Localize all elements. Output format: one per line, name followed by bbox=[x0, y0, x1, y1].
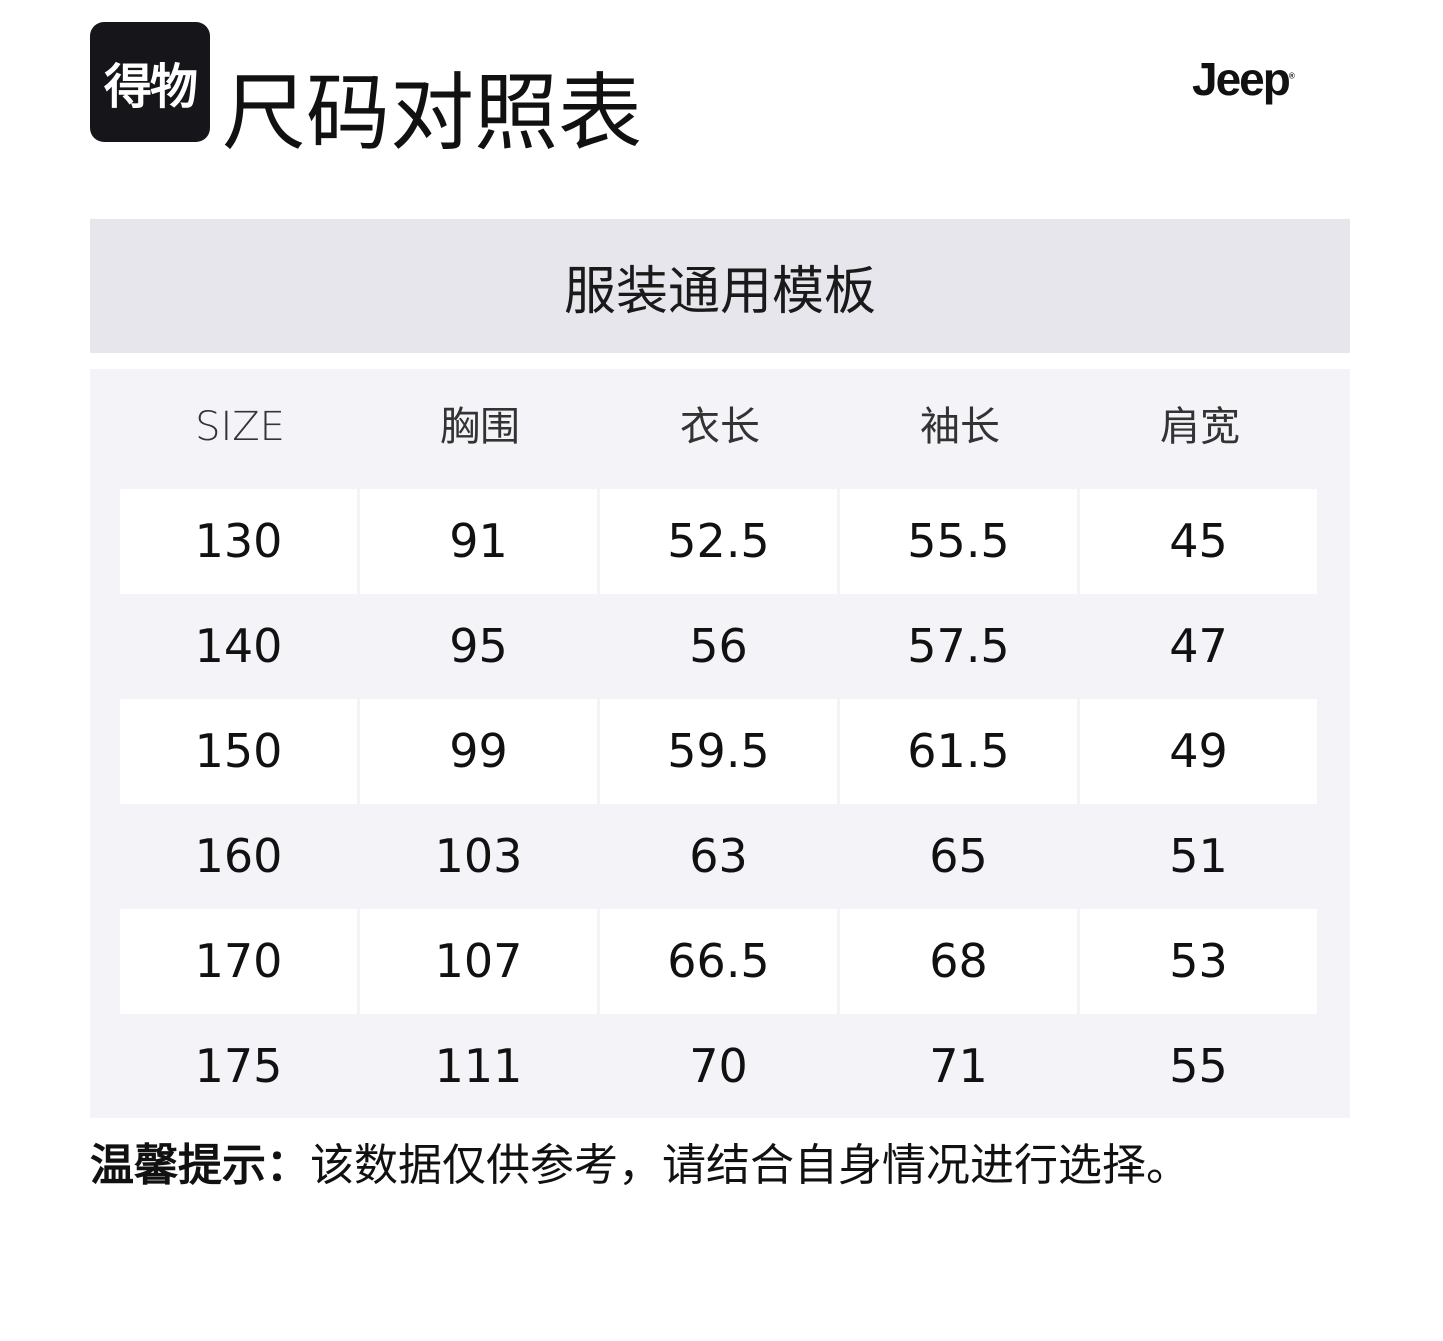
table-cell: 65 bbox=[929, 829, 988, 883]
table-cell: 150 bbox=[120, 699, 357, 804]
column-header: 胸围 bbox=[440, 404, 520, 450]
table-cell: 170 bbox=[120, 909, 357, 1014]
column-header: 袖长 bbox=[920, 404, 1000, 450]
brand-text: Jeep bbox=[1192, 53, 1291, 105]
table-cell: 59.5 bbox=[600, 699, 837, 804]
table-cell: 52.5 bbox=[600, 489, 837, 594]
tip-text: 该数据仅供参考，请结合自身情况进行选择。 bbox=[310, 1140, 1190, 1191]
dewu-logo: 得物 bbox=[90, 22, 210, 142]
table-cell: 53 bbox=[1080, 909, 1317, 1014]
table-cell: 111 bbox=[434, 1039, 523, 1093]
table-row: 140 95 56 57.5 47 bbox=[120, 594, 1320, 699]
table-cell: 66.5 bbox=[600, 909, 837, 1014]
column-header: SIZE bbox=[195, 404, 285, 450]
table-row: 130 91 52.5 55.5 45 bbox=[120, 489, 1320, 594]
table-cell: 71 bbox=[929, 1039, 988, 1093]
table-cell: 51 bbox=[1169, 829, 1228, 883]
table-header: SIZE 胸围 衣长 袖长 肩宽 bbox=[120, 369, 1320, 489]
table-row: 160 103 63 65 51 bbox=[120, 804, 1320, 909]
table-cell: 49 bbox=[1080, 699, 1317, 804]
column-header: 衣长 bbox=[680, 404, 760, 450]
table-row: 150 99 59.5 61.5 49 bbox=[120, 699, 1320, 804]
table-cell: 55.5 bbox=[840, 489, 1077, 594]
table-cell: 61.5 bbox=[840, 699, 1077, 804]
table-cell: 55 bbox=[1169, 1039, 1228, 1093]
table-cell: 47 bbox=[1169, 619, 1228, 673]
table-row: 170 107 66.5 68 53 bbox=[120, 909, 1320, 1014]
table-cell: 160 bbox=[194, 829, 283, 883]
table-cell: 56 bbox=[689, 619, 748, 673]
template-title: 服装通用模板 bbox=[90, 219, 1350, 353]
table-cell: 57.5 bbox=[907, 619, 1010, 673]
footer-tip: 温馨提示：该数据仅供参考，请结合自身情况进行选择。 bbox=[90, 1136, 1190, 1196]
table-cell: 91 bbox=[360, 489, 597, 594]
logo-text: 得物 bbox=[103, 59, 198, 115]
brand-logo: Jeep® bbox=[1192, 53, 1295, 105]
table-cell: 107 bbox=[360, 909, 597, 1014]
table-cell: 68 bbox=[840, 909, 1077, 1014]
table-cell: 63 bbox=[689, 829, 748, 883]
size-table: SIZE 胸围 衣长 袖长 肩宽 130 91 52.5 55.5 45 140 95 56 57.5 4… bbox=[90, 369, 1350, 1118]
table-cell: 103 bbox=[434, 829, 523, 883]
table-cell: 95 bbox=[449, 619, 508, 673]
table-cell: 175 bbox=[194, 1039, 283, 1093]
tip-label: 温馨提示： bbox=[90, 1140, 310, 1191]
table-cell: 99 bbox=[360, 699, 597, 804]
table-cell: 140 bbox=[194, 619, 283, 673]
table-row: 175 111 70 71 55 bbox=[120, 1014, 1320, 1119]
table-cell: 70 bbox=[689, 1039, 748, 1093]
page-title: 尺码对照表 bbox=[222, 64, 643, 162]
table-cell: 45 bbox=[1080, 489, 1317, 594]
column-header: 肩宽 bbox=[1160, 404, 1240, 450]
table-cell: 130 bbox=[120, 489, 357, 594]
